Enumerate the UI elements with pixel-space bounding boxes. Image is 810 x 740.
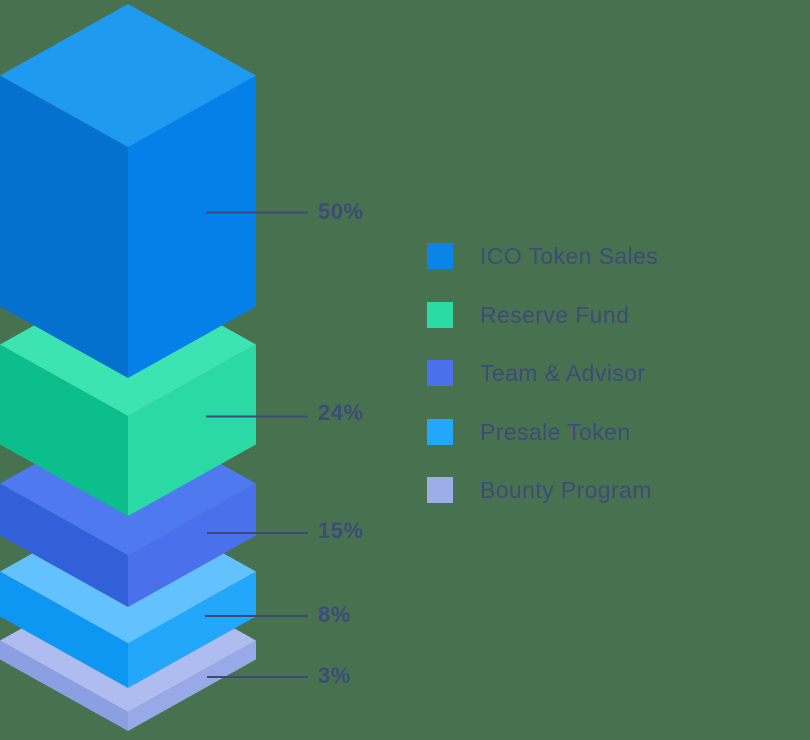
legend-item-reserve-fund: Reserve Fund	[427, 301, 658, 328]
legend-item-bounty-program: Bounty Program	[427, 477, 658, 503]
percent-label-reserve-fund: 24%	[318, 400, 364, 425]
percent-label-team-advisor: 15%	[318, 518, 364, 543]
segment-presale-token-right-face	[128, 571, 256, 688]
legend-item-presale-token: Presale Token	[427, 418, 658, 445]
legend-label-ico-token-sales: ICO Token Sales	[480, 243, 659, 269]
legend-label-presale-token: Presale Token	[480, 418, 631, 445]
segment-reserve-fund-right-face	[128, 344, 256, 516]
segment-presale-token-left-face	[0, 571, 128, 688]
legend-swatch-reserve-fund	[427, 301, 453, 328]
segment-team-advisor-right-face	[128, 483, 256, 607]
legend-label-reserve-fund: Reserve Fund	[480, 301, 630, 328]
legend-swatch-team-advisor	[427, 360, 453, 386]
legend: ICO Token Sales Reserve Fund Team & Advi…	[427, 243, 658, 503]
legend-label-bounty-program: Bounty Program	[480, 477, 652, 503]
percent-label-presale-token: 8%	[318, 602, 351, 627]
percent-label-bounty-program: 3%	[318, 663, 351, 688]
legend-item-ico-token-sales: ICO Token Sales	[427, 243, 658, 269]
segment-ico-token-sales-right-face	[128, 75, 256, 378]
segment-ico-token-sales-top-face	[0, 4, 256, 147]
segment-ico-token-sales-left-face	[0, 75, 128, 378]
segment-reserve-fund-left-face	[0, 344, 128, 516]
legend-label-team-advisor: Team & Advisor	[480, 360, 646, 386]
legend-item-team-advisor: Team & Advisor	[427, 360, 658, 386]
segment-team-advisor-left-face	[0, 483, 128, 607]
legend-swatch-presale-token	[427, 418, 453, 445]
segment-bounty-program-right-face	[128, 640, 256, 731]
segment-bounty-program-left-face	[0, 640, 128, 731]
legend-swatch-bounty-program	[427, 477, 453, 503]
legend-swatch-ico-token-sales	[427, 243, 453, 269]
percent-label-ico-token-sales: 50%	[318, 199, 364, 224]
